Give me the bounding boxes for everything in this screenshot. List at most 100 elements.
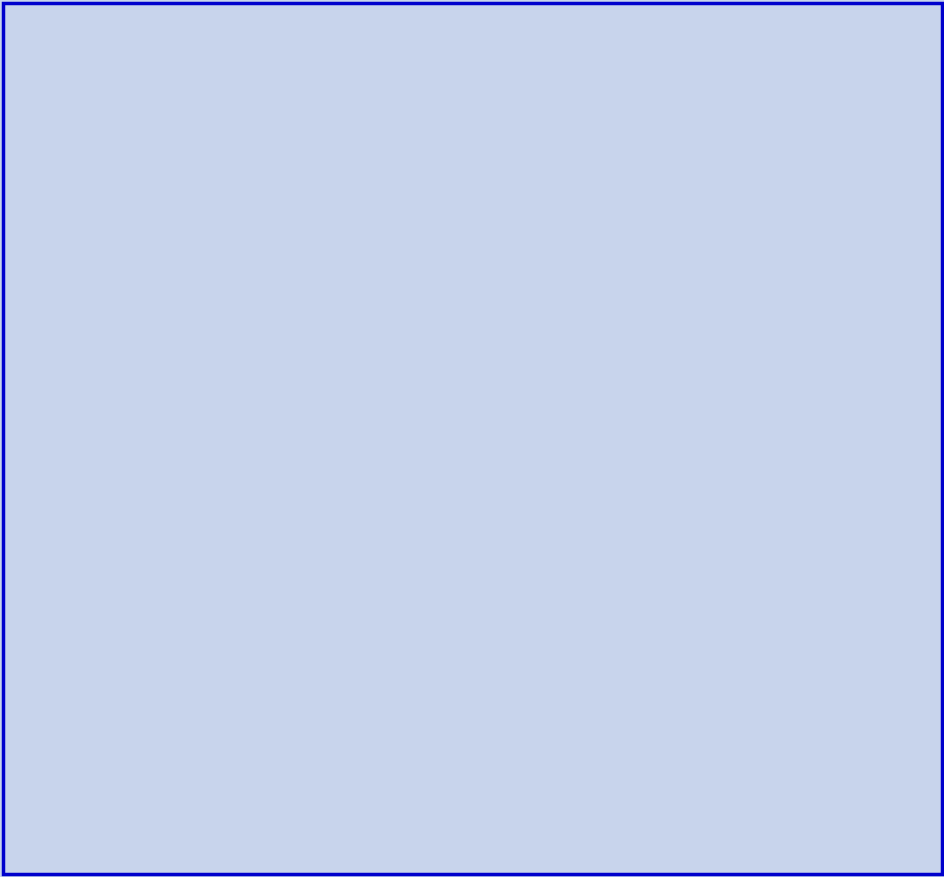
Text: UT: UT — [845, 446, 869, 464]
Text: NB1-63: NB1-63 — [441, 209, 459, 213]
Bar — [205, 258, 215, 273]
Text: O~OFF: O~OFF — [647, 357, 671, 363]
Text: CB3: CB3 — [205, 219, 214, 225]
Circle shape — [162, 619, 169, 625]
Text: 7: 7 — [656, 530, 663, 540]
Bar — [396, 258, 407, 273]
Circle shape — [119, 389, 144, 415]
Text: SP MCBS: SP MCBS — [150, 96, 209, 110]
Circle shape — [531, 222, 587, 278]
Bar — [379, 122, 424, 180]
Bar — [157, 258, 167, 273]
Circle shape — [719, 477, 745, 503]
Text: Design By Sikandar Haidar Form www.ElectricalOnline4u.com: Design By Sikandar Haidar Form www.Elect… — [241, 850, 702, 862]
Bar — [847, 30, 931, 58]
Circle shape — [162, 587, 169, 593]
Circle shape — [88, 121, 96, 129]
Bar — [147, 110, 536, 285]
Text: L1: L1 — [833, 408, 846, 418]
Circle shape — [105, 369, 131, 395]
Text: NB1-63: NB1-63 — [202, 231, 217, 235]
Bar — [188, 122, 232, 180]
Text: 63A to 100A: 63A to 100A — [655, 180, 723, 190]
Bar — [236, 122, 279, 277]
Text: NB1-63: NB1-63 — [346, 231, 362, 235]
Text: 2: 2 — [729, 485, 735, 495]
Circle shape — [647, 402, 672, 428]
Text: NB1-63: NB1-63 — [345, 209, 362, 213]
Text: E: E — [34, 560, 42, 574]
Text: CHNT™: CHNT™ — [392, 196, 411, 202]
Bar — [634, 220, 684, 350]
Bar — [236, 122, 279, 180]
Text: 7: 7 — [114, 497, 121, 507]
Text: 6: 6 — [128, 477, 135, 487]
Text: 5: 5 — [656, 490, 663, 500]
Text: 8: 8 — [656, 550, 663, 560]
Text: NB1-63: NB1-63 — [488, 209, 507, 213]
Text: 1: 1 — [716, 485, 722, 495]
Text: A: A — [475, 51, 488, 69]
Text: 2: 2 — [656, 430, 663, 440]
Circle shape — [155, 239, 169, 253]
Bar — [331, 122, 376, 277]
Circle shape — [346, 239, 361, 253]
Text: 8: 8 — [806, 485, 813, 495]
Bar — [693, 220, 743, 350]
Bar — [630, 195, 750, 405]
Bar — [284, 122, 328, 180]
Bar — [476, 122, 519, 277]
Text: 1234567: 1234567 — [870, 42, 907, 52]
Text: 4: 4 — [128, 437, 135, 447]
Circle shape — [771, 477, 797, 503]
Text: CB3: CB3 — [301, 219, 311, 225]
Text: Distribution Board Wiring For Electrical Wiring / Home Wiring: Distribution Board Wiring For Electrical… — [232, 819, 711, 833]
Text: 8: 8 — [128, 517, 135, 527]
Circle shape — [654, 205, 665, 215]
Bar — [253, 258, 262, 273]
Circle shape — [443, 239, 457, 253]
Bar — [379, 122, 424, 277]
Circle shape — [491, 239, 504, 253]
Bar — [5, 705, 937, 805]
Text: 10A: 10A — [247, 146, 268, 156]
Text: CB3: CB3 — [157, 219, 167, 225]
Text: MCB= Miniature Circuit Breaker: MCB= Miniature Circuit Breaker — [8, 745, 174, 755]
Text: 3: 3 — [114, 417, 121, 427]
Circle shape — [784, 477, 810, 503]
Bar — [301, 258, 311, 273]
Circle shape — [124, 121, 132, 129]
Text: NB1-63: NB1-63 — [296, 209, 314, 213]
Text: 5: 5 — [114, 457, 121, 467]
Text: =2.5 mm cable: =2.5 mm cable — [804, 745, 885, 755]
Text: CHNT™: CHNT™ — [153, 196, 171, 202]
Bar — [3, 700, 941, 708]
Text: 7: 7 — [794, 485, 801, 495]
Text: AM: AM — [519, 46, 539, 59]
Text: Ind: Ind — [419, 46, 439, 59]
Text: E= Earth Connection: E= Earth Connection — [270, 761, 379, 771]
Text: 20A: 20A — [487, 146, 508, 156]
Circle shape — [706, 477, 733, 503]
Circle shape — [105, 489, 131, 515]
Text: CHNT™: CHNT™ — [488, 196, 507, 202]
Bar — [476, 122, 519, 180]
Text: EM: EM — [880, 8, 899, 20]
Circle shape — [119, 429, 144, 455]
Circle shape — [203, 239, 217, 253]
Circle shape — [357, 32, 413, 88]
Text: NB1-63: NB1-63 — [250, 231, 265, 235]
Text: 10A: 10A — [151, 146, 173, 156]
Text: VM= Voltmeter: VM= Voltmeter — [8, 777, 87, 787]
Bar — [284, 122, 328, 277]
Bar — [348, 258, 359, 273]
Circle shape — [758, 477, 784, 503]
Circle shape — [796, 477, 822, 503]
Text: CB3: CB3 — [396, 219, 407, 225]
Circle shape — [105, 409, 131, 435]
Bar — [331, 122, 376, 180]
Circle shape — [647, 542, 672, 568]
Bar — [445, 258, 454, 273]
Text: CB3: CB3 — [348, 219, 359, 225]
Circle shape — [647, 422, 672, 448]
